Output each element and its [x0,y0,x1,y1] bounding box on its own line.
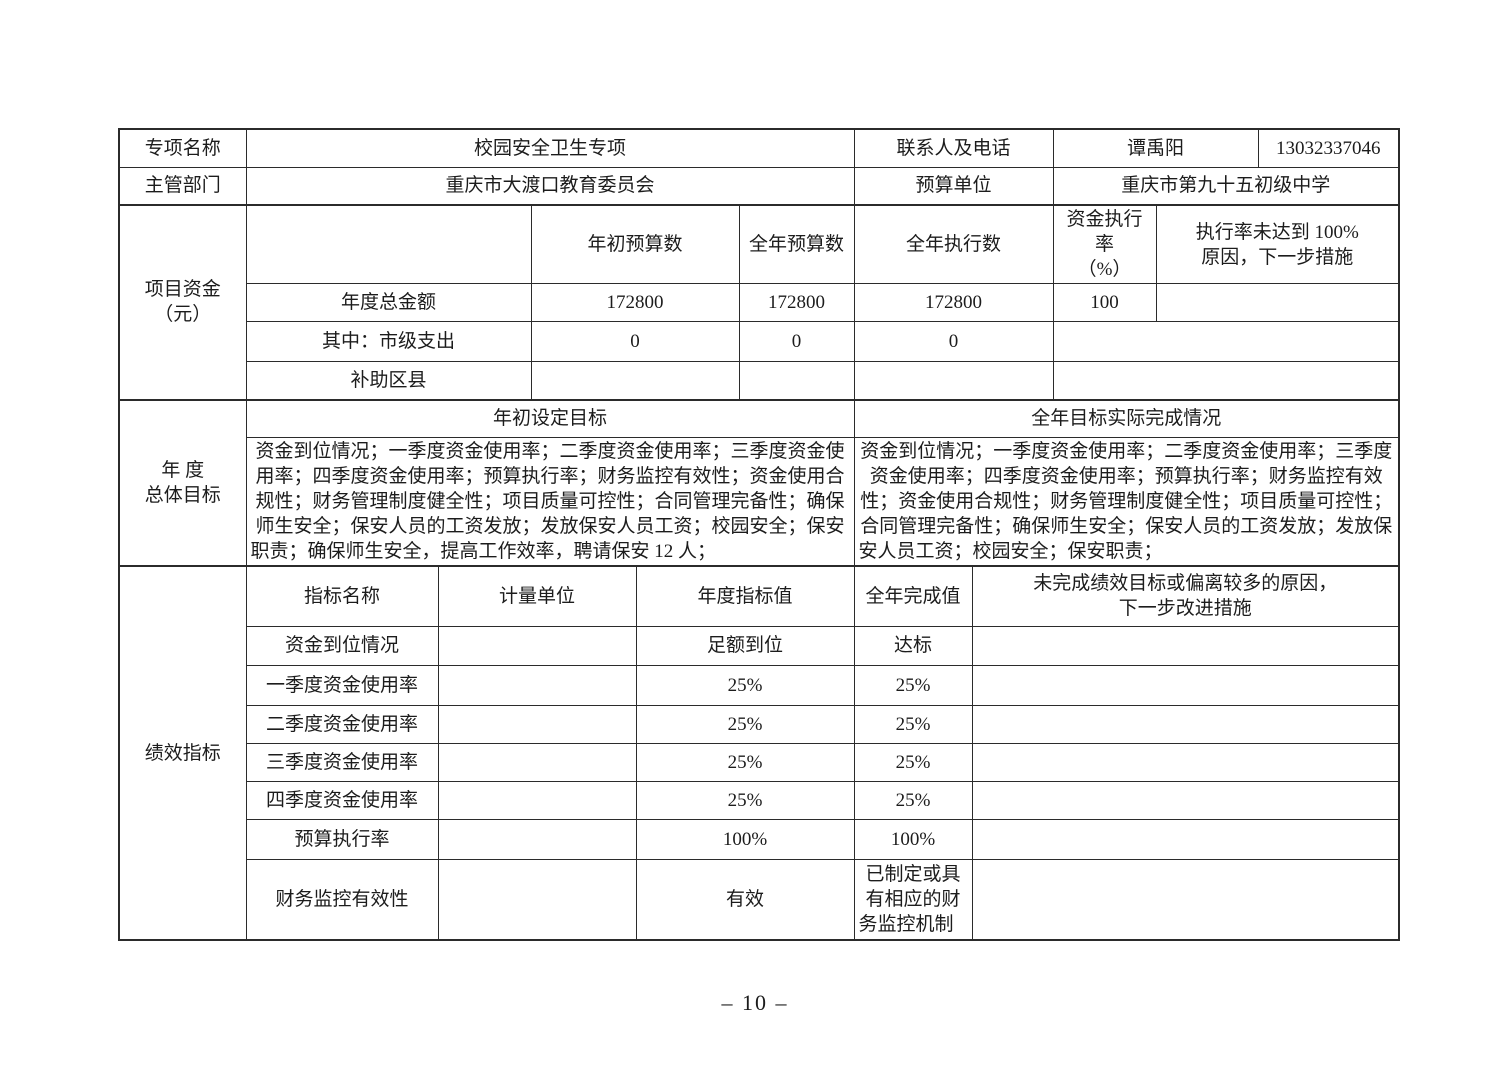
budget-unit-label: 预算单位 [853,166,1054,206]
goals-initial-header: 年初设定目标 [245,398,855,438]
goals-header-row: 年 度 总体目标 年初设定目标 全年目标实际完成情况 [118,398,1400,567]
indicator-reason [971,704,1400,744]
indicator-reason [971,858,1400,941]
indicators-header-row: 绩效指标 指标名称 计量单位 年度指标值 全年完成值 未完成绩效目标或偏离较多的… [118,565,1400,941]
funds-merged-blank [1052,361,1400,400]
indicator-actual: 25% [853,664,973,706]
indicator-name: 资金到位情况 [245,625,439,666]
indicator-target: 有效 [635,858,855,941]
indicator-actual: 已制定或具有相应的财务监控机制 [853,858,973,941]
indicators-col-name: 指标名称 [245,565,439,627]
indicator-unit [437,818,637,860]
goals-initial-text: 资金到位情况；一季度资金使用率；二季度资金使用率；三季度资金使用率；四季度资金使… [245,437,855,567]
indicators-col-actual: 全年完成值 [853,565,973,627]
funds-executed-value [853,361,1054,400]
indicator-unit [437,858,637,941]
funds-merged-blank [1052,321,1400,362]
indicator-unit [437,742,637,782]
funds-executed-value: 172800 [853,283,1054,322]
indicator-reason [971,780,1400,820]
indicators-section-label: 绩效指标 [118,565,247,941]
indicator-unit [437,664,637,706]
funds-initial-value: 0 [530,321,740,362]
indicator-target: 足额到位 [635,625,855,666]
indicator-unit [437,780,637,820]
indicator-name: 三季度资金使用率 [245,742,439,782]
row-project-name: 专项名称 校园安全卫生专项 联系人及电话 谭禹阳 13032337046 [118,128,1400,168]
indicator-actual: 25% [853,742,973,782]
indicator-target: 25% [635,704,855,744]
indicators-col-reason: 未完成绩效目标或偏离较多的原因， 下一步改进措施 [971,565,1400,627]
funds-row-name: 补助区县 [245,361,532,400]
indicator-unit [437,625,637,666]
goals-section-label: 年 度 总体目标 [118,398,247,567]
funds-reason-value [1155,283,1400,322]
indicator-row: 三季度资金使用率 25% 25% [119,742,1400,782]
indicator-reason [971,664,1400,706]
department-value: 重庆市大渡口教育委员会 [245,166,855,206]
goals-text-row: 资金到位情况；一季度资金使用率；二季度资金使用率；三季度资金使用率；四季度资金使… [119,437,1400,567]
funds-annual-value [738,361,855,400]
contact-name-value: 谭禹阳 [1052,128,1259,168]
funds-header-row: 项目资金 （元） 年初预算数 全年预算数 全年执行数 资金执行率 （%） 执行率… [118,204,1400,400]
indicator-target: 100% [635,818,855,860]
funds-blank-header [245,204,532,284]
indicators-col-target: 年度指标值 [635,565,855,627]
funds-initial-value: 172800 [530,283,740,322]
performance-report-table: 专项名称 校园安全卫生专项 联系人及电话 谭禹阳 13032337046 主管部… [118,128,1401,941]
indicator-row: 财务监控有效性 有效 已制定或具有相应的财务监控机制 [119,858,1400,941]
funds-col-reason: 执行率未达到 100% 原因，下一步措施 [1155,204,1400,284]
funds-rate-value: 100 [1052,283,1157,322]
budget-unit-value: 重庆市第九十五初级中学 [1052,166,1400,206]
funds-col-exec-rate: 资金执行率 （%） [1052,204,1157,284]
indicator-name: 一季度资金使用率 [245,664,439,706]
project-name-value: 校园安全卫生专项 [245,128,855,168]
indicator-target: 25% [635,664,855,706]
funds-col-initial-budget: 年初预算数 [530,204,740,284]
project-name-label: 专项名称 [118,128,247,168]
indicators-col-unit: 计量单位 [437,565,637,627]
funds-annual-value: 0 [738,321,855,362]
indicator-actual: 达标 [853,625,973,666]
funds-section-label: 项目资金 （元） [118,204,247,400]
funds-row-name: 其中：市级支出 [245,321,532,362]
funds-col-annual-budget: 全年预算数 [738,204,855,284]
funds-row-subsidy: 补助区县 [119,361,1400,400]
indicator-name: 二季度资金使用率 [245,704,439,744]
indicator-row: 一季度资金使用率 25% 25% [119,664,1400,706]
indicator-unit [437,704,637,744]
indicator-target: 25% [635,742,855,782]
indicator-target: 25% [635,780,855,820]
indicator-actual: 25% [853,780,973,820]
indicator-reason [971,625,1400,666]
contact-phone-value: 13032337046 [1257,128,1400,168]
funds-initial-value [530,361,740,400]
funds-row-total: 年度总金额 172800 172800 172800 100 [119,283,1400,322]
page-number: – 10 – [721,990,789,1015]
goals-actual-header: 全年目标实际完成情况 [853,398,1400,438]
indicator-reason [971,818,1400,860]
goals-actual-text: 资金到位情况；一季度资金使用率；二季度资金使用率；三季度资金使用率；四季度资金使… [853,437,1400,567]
contact-label: 联系人及电话 [853,128,1054,168]
funds-col-executed: 全年执行数 [853,204,1054,284]
indicator-row: 二季度资金使用率 25% 25% [119,704,1400,744]
indicator-actual: 25% [853,704,973,744]
row-department: 主管部门 重庆市大渡口教育委员会 预算单位 重庆市第九十五初级中学 [118,166,1400,206]
indicator-row: 资金到位情况 足额到位 达标 [119,625,1400,666]
funds-row-municipal: 其中：市级支出 0 0 0 [119,321,1400,362]
indicator-name: 四季度资金使用率 [245,780,439,820]
indicator-name: 财务监控有效性 [245,858,439,941]
indicator-reason [971,742,1400,782]
funds-row-name: 年度总金额 [245,283,532,322]
indicator-actual: 100% [853,818,973,860]
indicator-row: 预算执行率 100% 100% [119,818,1400,860]
funds-executed-value: 0 [853,321,1054,362]
funds-annual-value: 172800 [738,283,855,322]
department-label: 主管部门 [118,166,247,206]
indicator-row: 四季度资金使用率 25% 25% [119,780,1400,820]
indicator-name: 预算执行率 [245,818,439,860]
